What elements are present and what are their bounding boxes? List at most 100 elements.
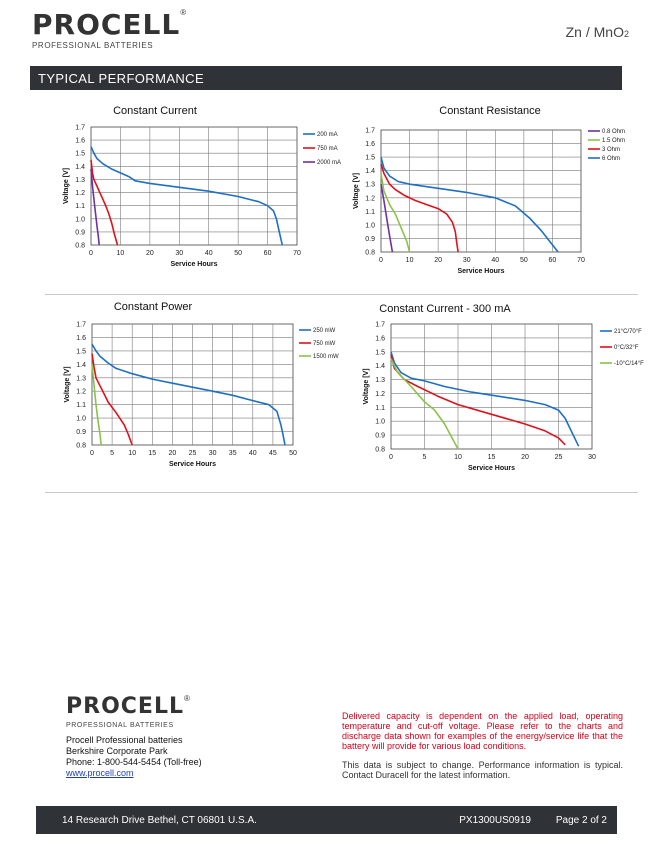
y-tick-label: 1.5	[75, 151, 85, 158]
y-tick-label: 0.9	[75, 229, 85, 236]
legend-label: 0°C/32°F	[614, 345, 639, 351]
y-tick-label: 1.4	[75, 164, 85, 171]
chart-title: Constant Current	[113, 105, 197, 117]
y-axis-label: Voltage [V]	[63, 168, 70, 204]
y-tick-label: 1.3	[75, 177, 85, 184]
y-tick-label: 1.6	[76, 335, 86, 342]
chart-constant-resistance: Constant Resistance 0 10 20 30 40 50 60 70 0.8 0.9…	[345, 104, 630, 286]
x-axis-label: Service Hours	[169, 461, 216, 468]
y-axis-label: Voltage [V]	[353, 173, 360, 209]
chemistry-label: Zn / MnO2	[566, 24, 629, 40]
y-tick-label: 0.9	[76, 429, 86, 436]
y-tick-label: 1.3	[365, 182, 375, 189]
y-tick-label: 1.7	[375, 322, 385, 329]
x-tick-label: 40	[205, 250, 213, 257]
x-tick-label: 10	[406, 257, 414, 264]
footer-bar: 14 Research Drive Bethel, CT 06801 U.S.A…	[36, 806, 617, 834]
y-tick-label: 1.2	[375, 391, 385, 398]
x-tick-label: 25	[189, 450, 197, 457]
x-tick-label: 15	[148, 450, 156, 457]
y-tick-label: 1.0	[375, 419, 385, 426]
series-line-0	[390, 351, 580, 447]
series-line-0	[380, 184, 394, 253]
legend-label: 1.5 Ohm	[602, 138, 625, 144]
y-tick-label: 1.0	[365, 222, 375, 229]
logo-subtitle: PROFESSIONAL BATTERIES	[32, 41, 154, 50]
footer-page-number: Page 2 of 2	[555, 815, 607, 826]
legend-label: 3 Ohm	[602, 147, 620, 153]
chemistry-subscript: 2	[623, 29, 629, 39]
legend-label: 1500 mW	[313, 354, 339, 360]
x-axis-label: Service Hours	[468, 465, 515, 472]
footer-logo-wordmark: PROCELL	[66, 694, 184, 719]
section-title: TYPICAL PERFORMANCE	[38, 71, 205, 86]
series-line-2	[390, 358, 459, 450]
footer-doc-code: PX1300US0919	[459, 815, 531, 826]
plot-area	[90, 126, 298, 246]
company-phone: Phone: 1-800-544-5454 (Toll-free)	[66, 757, 202, 767]
y-tick-label: 1.5	[375, 349, 385, 356]
footer-contact: Procell Professional batteries Berkshire…	[66, 735, 202, 779]
x-tick-label: 40	[491, 257, 499, 264]
chart-constant-resistance-svg: Constant Resistance 0 10 20 30 40 50 60 70 0.8 0.9…	[353, 105, 625, 275]
chart-constant-power-svg: Constant Power 0 5 10 15 20 25 30 35 40 45 50 0.8 0.9…	[64, 301, 339, 468]
x-tick-label: 20	[146, 250, 154, 257]
y-tick-label: 0.8	[375, 447, 385, 454]
legend-label: 250 mW	[313, 328, 336, 334]
y-tick-label: 1.3	[76, 375, 86, 382]
x-tick-label: 5	[423, 454, 427, 461]
x-tick-label: 40	[249, 450, 257, 457]
footer-logo-registered-mark: ®	[183, 694, 190, 703]
y-tick-label: 1.1	[375, 405, 385, 412]
y-tick-label: 1.5	[365, 155, 375, 162]
y-tick-label: 1.1	[76, 402, 86, 409]
x-tick-label: 0	[379, 257, 383, 264]
x-tick-label: 50	[234, 250, 242, 257]
chart-constant-current-300ma: Constant Current - 300 mA 0 5 10 15 20 25 30 0.8…	[345, 300, 645, 480]
x-tick-label: 60	[264, 250, 272, 257]
header-logo: PROCELL®	[32, 8, 186, 41]
y-tick-label: 1.6	[365, 141, 375, 148]
y-tick-label: 1.0	[75, 216, 85, 223]
series-line-2	[90, 168, 100, 246]
x-tick-label: 0	[389, 454, 393, 461]
legend-label: 6 Ohm	[602, 156, 620, 162]
logo-wordmark: PROCELL	[32, 8, 181, 41]
x-tick-label: 30	[175, 250, 183, 257]
y-tick-label: 1.1	[365, 209, 375, 216]
y-tick-label: 1.7	[365, 128, 375, 135]
series-line-1	[90, 159, 119, 246]
y-tick-label: 0.8	[365, 250, 375, 257]
legend-label: 200 mA	[317, 132, 338, 138]
y-tick-label: 1.4	[375, 363, 385, 370]
y-tick-label: 1.6	[375, 335, 385, 342]
footer-logo: PROCELL®	[66, 694, 190, 719]
section-divider	[45, 492, 638, 493]
x-tick-label: 50	[289, 450, 297, 457]
section-divider	[45, 294, 638, 295]
legend-label: 0.8 Ohm	[602, 129, 625, 135]
y-tick-label: 1.4	[365, 168, 375, 175]
chart-title: Constant Power	[114, 301, 193, 313]
chart-constant-current: Constant Current 0 10 20 30 40 50 60 70 0.8 0.9 1.0…	[48, 104, 341, 279]
x-tick-label: 60	[549, 257, 557, 264]
website-link[interactable]: www.procell.com	[66, 768, 134, 778]
x-tick-label: 10	[117, 250, 125, 257]
x-tick-label: 70	[293, 250, 301, 257]
x-tick-label: 15	[488, 454, 496, 461]
y-tick-label: 1.7	[75, 125, 85, 132]
chart-constant-power: Constant Power 0 5 10 15 20 25 30 35 40 45 50 0.8 0.9…	[48, 300, 348, 475]
x-axis-label: Service Hours	[457, 268, 504, 275]
x-tick-label: 30	[209, 450, 217, 457]
chart-constant-current-svg: Constant Current 0 10 20 30 40 50 60 70 0.8 0.9 1.0…	[63, 105, 341, 268]
y-axis-label: Voltage [V]	[363, 368, 370, 404]
x-tick-label: 25	[555, 454, 563, 461]
footer-logo-subtitle: PROFESSIONAL BATTERIES	[66, 722, 174, 729]
series-line-3	[380, 156, 559, 253]
y-tick-label: 1.0	[76, 416, 86, 423]
section-banner: TYPICAL PERFORMANCE	[30, 66, 622, 90]
company-name: Procell Professional batteries	[66, 735, 183, 745]
series-line-2	[91, 364, 102, 446]
x-tick-label: 45	[269, 450, 277, 457]
x-tick-label: 0	[89, 250, 93, 257]
